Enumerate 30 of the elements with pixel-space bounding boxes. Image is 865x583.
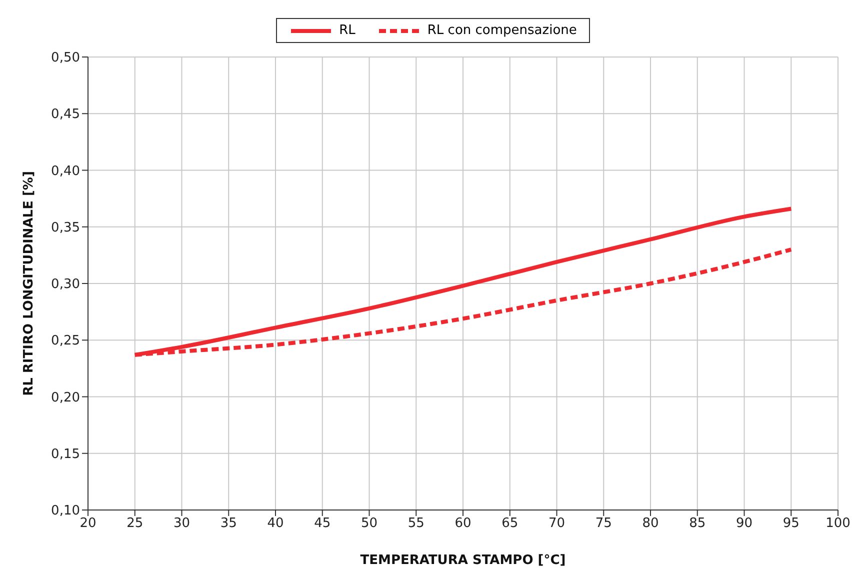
x-tick-label: 90 [736, 516, 753, 532]
y-tick-label: 0,10 [51, 504, 80, 519]
x-tick-label: 35 [220, 516, 237, 532]
y-tick-label: 0,25 [51, 334, 80, 349]
x-tick-label: 85 [689, 516, 706, 532]
legend-label: RL con compensazione [426, 23, 577, 38]
y-tick-label: 0,50 [51, 50, 80, 66]
x-axis-title: TEMPERATURA STAMPO [°C] [360, 553, 566, 568]
x-tick-label: 70 [548, 516, 566, 532]
y-tick-label: 0,45 [51, 107, 80, 122]
x-tick-label: 95 [782, 516, 800, 532]
x-tick-label: 75 [595, 516, 612, 532]
x-tick-label: 45 [314, 516, 331, 532]
x-tick-label: 30 [173, 516, 190, 532]
x-tick-label: 40 [267, 516, 284, 532]
x-tick-label: 80 [642, 516, 659, 532]
y-tick-label: 0,30 [51, 277, 80, 292]
x-tick-label: 60 [454, 516, 472, 532]
x-tick-label: 20 [80, 516, 96, 532]
y-tick-label: 0,40 [51, 164, 80, 179]
x-tick-label: 25 [126, 516, 144, 532]
legend-label: RL [338, 23, 356, 38]
y-axis-title: RL RITIRO LONGITUDINALE [%] [22, 171, 37, 396]
x-tick-label: 55 [408, 516, 424, 532]
x-tick-label: 100 [826, 516, 850, 532]
x-tick-label: 50 [360, 516, 378, 532]
x-tick-label: 65 [502, 516, 518, 532]
y-tick-label: 0,35 [51, 220, 80, 236]
y-tick-label: 0,15 [51, 446, 80, 462]
y-tick-label: 0,20 [51, 390, 80, 406]
